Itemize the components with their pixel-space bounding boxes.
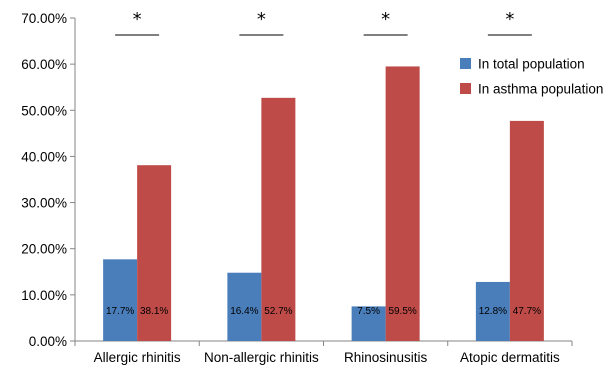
y-tick-label: 40.00% bbox=[21, 149, 67, 164]
bars bbox=[103, 66, 544, 341]
data-label: 38.1% bbox=[140, 306, 168, 317]
bar-total bbox=[227, 272, 262, 341]
x-category-label: Non-allergic rhinitis bbox=[204, 350, 319, 365]
legend-swatch bbox=[460, 58, 471, 69]
significance-asterisk: * bbox=[133, 9, 142, 30]
y-tick-label: 20.00% bbox=[21, 242, 67, 257]
bar-asthma bbox=[137, 165, 172, 341]
x-category-label: Rhinosinusitis bbox=[344, 350, 428, 365]
data-label: 17.7% bbox=[106, 306, 134, 317]
bar-asthma bbox=[509, 120, 544, 341]
y-tick-label: 30.00% bbox=[21, 196, 67, 211]
data-labels: 17.7% 16.4% 7.5% 12.8% 38.1% 52.7% 59.5% 47.7% bbox=[106, 306, 541, 317]
y-tick-label: 70.00% bbox=[21, 11, 67, 26]
significance-markers: * * * * bbox=[115, 9, 532, 36]
y-tick-label: 50.00% bbox=[21, 103, 67, 118]
x-category-label: Allergic rhinitis bbox=[94, 350, 181, 365]
legend: In total population In asthma population bbox=[460, 57, 603, 97]
bar-total bbox=[351, 306, 386, 341]
data-label: 52.7% bbox=[264, 306, 292, 317]
y-tick-label: 0.00% bbox=[29, 334, 67, 349]
bar-asthma bbox=[385, 66, 420, 341]
legend-label: In total population bbox=[478, 57, 585, 72]
data-label: 59.5% bbox=[388, 306, 416, 317]
category-labels: Allergic rhinitis Non-allergic rhinitis Rh… bbox=[94, 350, 560, 365]
legend-swatch bbox=[460, 83, 471, 94]
significance-asterisk: * bbox=[381, 9, 390, 30]
significance-asterisk: * bbox=[505, 9, 514, 30]
y-axis-ticks: 0.00% 10.00% 20.00% 30.00% 40.00% 50.00% 60.00… bbox=[21, 11, 75, 349]
legend-label: In asthma population bbox=[478, 82, 603, 97]
bar-total bbox=[475, 281, 510, 341]
data-label: 47.7% bbox=[513, 306, 541, 317]
data-label: 12.8% bbox=[479, 306, 507, 317]
bar-total bbox=[103, 259, 138, 341]
x-category-label: Atopic dermatitis bbox=[460, 350, 560, 365]
x-axis-dividers bbox=[74, 341, 573, 346]
significance-asterisk: * bbox=[257, 9, 266, 30]
data-label: 16.4% bbox=[230, 306, 258, 317]
data-label: 7.5% bbox=[357, 306, 380, 317]
bar-asthma bbox=[261, 97, 296, 341]
y-tick-label: 60.00% bbox=[21, 57, 67, 72]
y-tick-label: 10.00% bbox=[21, 288, 67, 303]
